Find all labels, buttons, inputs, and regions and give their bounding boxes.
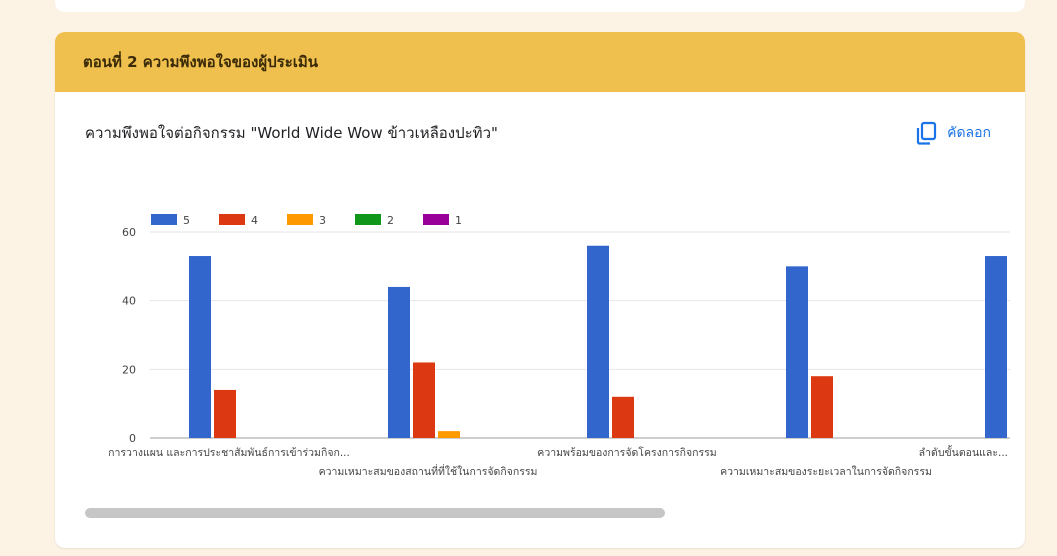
chart-area: 0 20 40 60 5 4 3 2 1 การวางแผน และการประชาสัมพันธ…: [55, 192, 1025, 492]
bar[interactable]: [438, 431, 460, 438]
y-tick-label: 40: [122, 295, 136, 308]
bar-chart: 0 20 40 60 5 4 3 2 1 การวางแผน และการประชาสัมพันธ…: [108, 214, 1025, 478]
bar[interactable]: [388, 286, 410, 438]
y-tick-label: 0: [129, 432, 136, 445]
horizontal-scrollbar[interactable]: [85, 508, 665, 518]
bars-group: [189, 245, 1025, 438]
section-card: ตอนที่ 2 ความพึงพอใจของผู้ประเมิน ความพึ…: [55, 32, 1025, 548]
y-tick-label: 60: [122, 226, 136, 239]
x-category-label: ความเหมาะสมของสถานที่ที่ใช้ในการจัดกิจกร…: [319, 464, 538, 478]
previous-card: [55, 0, 1025, 12]
x-category-label: การวางแผน และการประชาสัมพันธ์การเข้าร่วม…: [108, 446, 350, 459]
x-category-label: ลำดับขั้นตอนและ...: [919, 445, 1008, 459]
legend-swatch: [287, 214, 313, 225]
legend-swatch: [151, 214, 177, 225]
y-tick-label: 20: [122, 363, 136, 376]
legend-label: 3: [319, 214, 326, 227]
bar[interactable]: [587, 245, 609, 438]
copy-icon: [916, 121, 937, 145]
legend-label: 2: [387, 214, 394, 227]
question-title: ความพึงพอใจต่อกิจกรรม "World Wide Wow ข้…: [85, 124, 498, 142]
bar[interactable]: [214, 389, 236, 438]
legend-swatch: [219, 214, 245, 225]
legend-label: 1: [455, 214, 462, 227]
bar[interactable]: [612, 396, 634, 438]
legend-swatch: [355, 214, 381, 225]
bar[interactable]: [985, 256, 1007, 438]
legend-swatch: [423, 214, 449, 225]
copy-label: คัดลอก: [947, 125, 991, 141]
bar[interactable]: [1010, 390, 1025, 438]
section-title: ตอนที่ 2 ความพึงพอใจของผู้ประเมิน: [83, 53, 319, 71]
copy-button[interactable]: คัดลอก: [915, 121, 991, 145]
x-category-label: ความพร้อมของการจัดโครงการกิจกรรม: [537, 446, 716, 459]
bar[interactable]: [786, 266, 808, 438]
question-row: ความพึงพอใจต่อกิจกรรม "World Wide Wow ข้…: [85, 118, 991, 148]
section-header: ตอนที่ 2 ความพึงพอใจของผู้ประเมิน: [55, 32, 1025, 92]
bar[interactable]: [811, 376, 833, 438]
bar[interactable]: [189, 256, 211, 438]
legend-label: 5: [183, 214, 190, 227]
x-category-label: ความเหมาะสมของระยะเวลาในการจัดกิจกรรม: [720, 465, 932, 478]
bar[interactable]: [413, 362, 435, 438]
legend-label: 4: [251, 214, 258, 227]
